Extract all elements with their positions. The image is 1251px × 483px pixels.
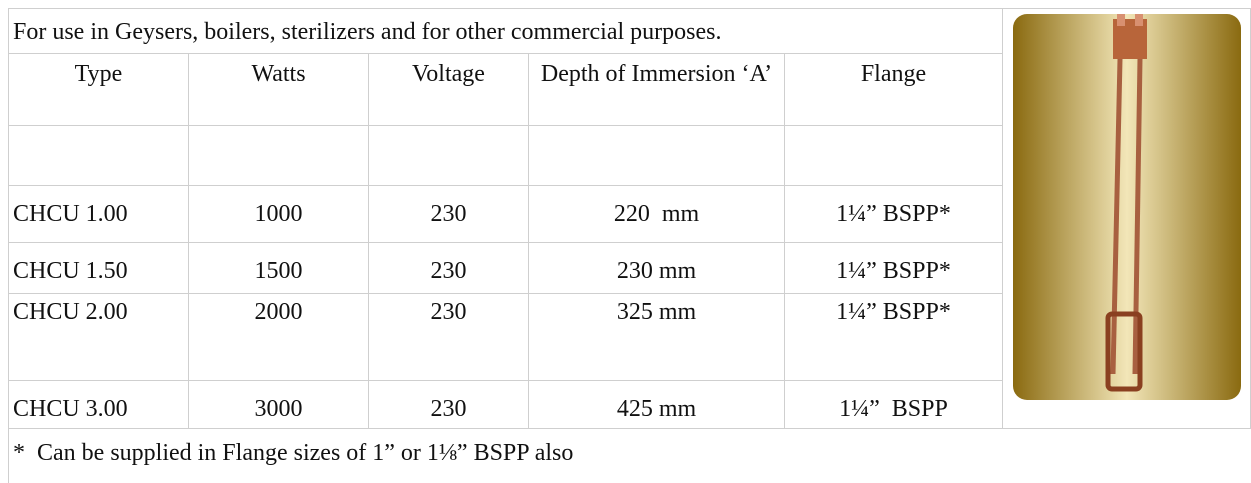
- column-header: Flange: [784, 53, 1002, 125]
- empty-cell: [8, 125, 188, 185]
- table-cell: 230 mm: [528, 242, 784, 293]
- table-cell: CHCU 2.00: [8, 293, 188, 380]
- table-cell: 230: [368, 242, 528, 293]
- table-cell: 3000: [188, 380, 368, 428]
- table-cell: 1000: [188, 185, 368, 242]
- table-cell: 1¼” BSPP*: [784, 293, 1002, 380]
- image-cell: [1002, 8, 1251, 428]
- column-header: Type: [8, 53, 188, 125]
- table-cell: 1500: [188, 242, 368, 293]
- column-header: Voltage: [368, 53, 528, 125]
- title: For use in Geysers, boilers, sterilizers…: [8, 8, 1002, 53]
- table-cell: 1¼” BSPP*: [784, 185, 1002, 242]
- empty-cell: [528, 125, 784, 185]
- footnote: * Can be supplied in Flange sizes of 1” …: [8, 428, 1251, 483]
- table-cell: CHCU 1.00: [8, 185, 188, 242]
- table-cell: 1¼” BSPP: [784, 380, 1002, 428]
- page: For use in Geysers, boilers, sterilizers…: [0, 0, 1251, 483]
- table-cell: 230: [368, 185, 528, 242]
- table-cell: 230: [368, 380, 528, 428]
- table-cell: CHCU 1.50: [8, 242, 188, 293]
- table-cell: 230: [368, 293, 528, 380]
- table-cell: 220 mm: [528, 185, 784, 242]
- empty-cell: [188, 125, 368, 185]
- empty-cell: [784, 125, 1002, 185]
- column-header: Depth of Immersion ‘A’: [528, 53, 784, 125]
- table-cell: 2000: [188, 293, 368, 380]
- table-cell: CHCU 3.00: [8, 380, 188, 428]
- table-cell: 1¼” BSPP*: [784, 242, 1002, 293]
- empty-cell: [368, 125, 528, 185]
- column-header: Watts: [188, 53, 368, 125]
- table-cell: 425 mm: [528, 380, 784, 428]
- product-image: [1013, 14, 1241, 400]
- table-cell: 325 mm: [528, 293, 784, 380]
